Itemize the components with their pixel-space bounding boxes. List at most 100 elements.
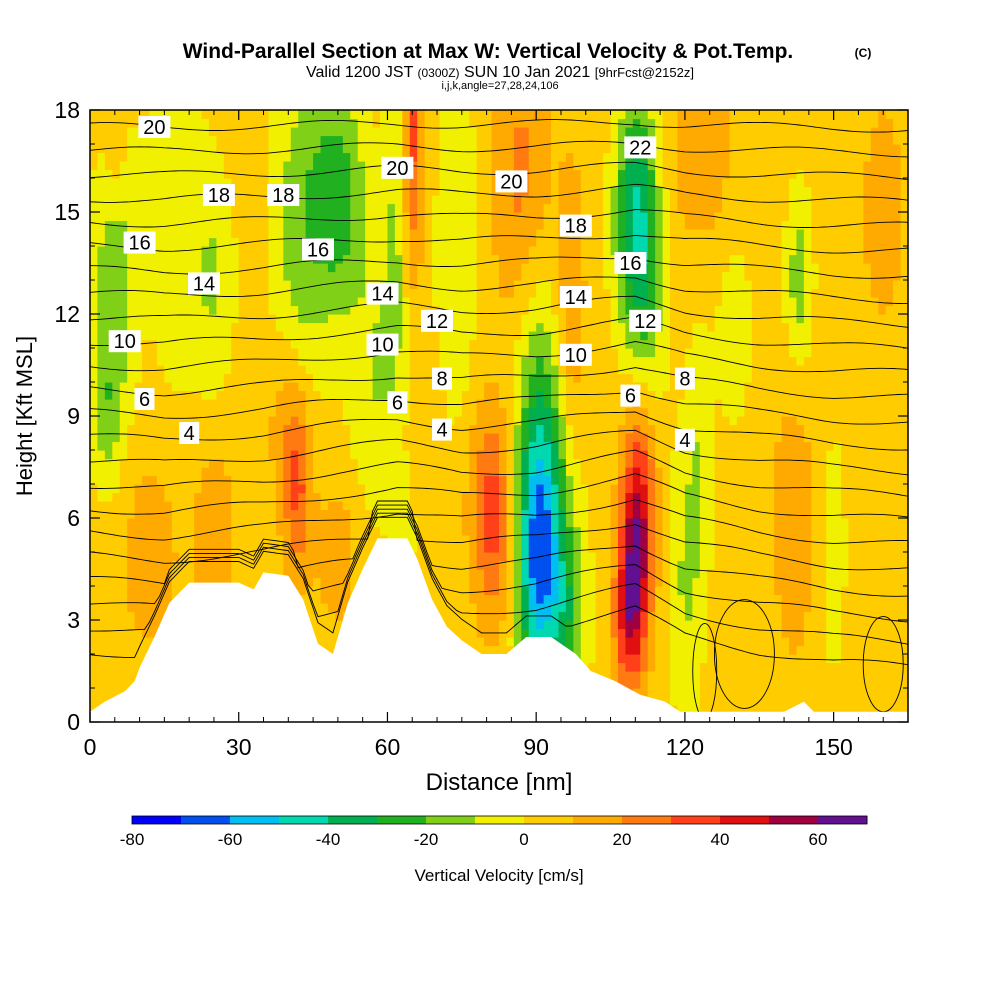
- velocity-cell: [417, 501, 426, 511]
- velocity-cell: [342, 441, 351, 451]
- velocity-cell: [253, 331, 262, 341]
- velocity-cell: [134, 475, 143, 485]
- velocity-cell: [573, 501, 582, 511]
- velocity-cell: [327, 314, 336, 324]
- velocity-cell: [551, 569, 560, 579]
- velocity-cell: [491, 467, 500, 477]
- velocity-cell: [551, 212, 560, 222]
- velocity-cell: [313, 229, 322, 239]
- velocity-cell: [357, 178, 366, 188]
- velocity-cell: [208, 484, 218, 494]
- velocity-cell: [231, 365, 240, 375]
- velocity-cell: [469, 611, 478, 621]
- velocity-cell: [417, 220, 426, 230]
- velocity-cell: [104, 203, 113, 213]
- velocity-cell: [573, 144, 582, 154]
- velocity-cell: [283, 501, 292, 511]
- velocity-cell: [580, 475, 589, 485]
- velocity-cell: [201, 212, 210, 222]
- velocity-cell: [335, 237, 344, 247]
- velocity-cell: [313, 475, 322, 485]
- velocity-cell: [595, 552, 604, 562]
- velocity-cell: [342, 195, 351, 205]
- velocity-cell: [580, 628, 589, 638]
- velocity-cell: [580, 603, 589, 613]
- velocity-cell: [380, 526, 389, 536]
- velocity-cell: [595, 569, 604, 579]
- velocity-cell: [528, 365, 537, 375]
- velocity-cell: [476, 305, 485, 315]
- velocity-cell: [208, 365, 218, 375]
- velocity-cell: [506, 373, 515, 383]
- velocity-cell: [97, 637, 106, 647]
- velocity-cell: [97, 229, 106, 239]
- velocity-cell: [275, 220, 284, 230]
- velocity-cell: [231, 186, 240, 196]
- velocity-cell: [380, 178, 389, 188]
- velocity-cell: [216, 280, 225, 290]
- velocity-cell: [454, 246, 463, 256]
- velocity-cell: [171, 441, 180, 451]
- velocity-cell: [142, 322, 151, 332]
- velocity-cell: [357, 246, 366, 256]
- velocity-cell: [134, 535, 143, 545]
- velocity-cell: [112, 399, 121, 409]
- velocity-cell: [90, 518, 99, 528]
- velocity-cell: [327, 569, 336, 579]
- velocity-cell: [194, 152, 203, 162]
- velocity-cell: [313, 407, 322, 417]
- velocity-cell: [275, 297, 284, 307]
- velocity-cell: [558, 271, 567, 281]
- velocity-cell: [327, 450, 336, 460]
- velocity-cell: [387, 203, 396, 213]
- velocity-cell: [558, 458, 567, 468]
- velocity-cell: [171, 169, 180, 179]
- velocity-cell: [112, 679, 121, 689]
- velocity-cell: [506, 314, 515, 324]
- velocity-cell: [595, 263, 604, 273]
- velocity-cell: [469, 552, 478, 562]
- velocity-cell: [350, 297, 359, 307]
- velocity-cell: [461, 620, 470, 630]
- velocity-cell: [119, 144, 128, 154]
- velocity-cell: [253, 467, 262, 477]
- velocity-cell: [201, 416, 210, 426]
- velocity-cell: [342, 424, 351, 434]
- velocity-cell: [461, 152, 470, 162]
- velocity-cell: [149, 611, 158, 621]
- velocity-cell: [298, 356, 307, 366]
- velocity-cell: [551, 263, 560, 273]
- velocity-cell: [461, 458, 470, 468]
- velocity-cell: [327, 492, 336, 502]
- velocity-cell: [275, 212, 284, 222]
- velocity-cell: [149, 594, 158, 604]
- velocity-cell: [290, 144, 299, 154]
- velocity-cell: [335, 110, 344, 120]
- velocity-cell: [595, 314, 604, 324]
- velocity-cell: [528, 475, 537, 485]
- velocity-cell: [536, 543, 545, 553]
- velocity-cell: [469, 518, 478, 528]
- velocity-cell: [298, 331, 307, 341]
- velocity-cell: [194, 322, 203, 332]
- velocity-cell: [394, 450, 403, 460]
- velocity-cell: [588, 594, 597, 604]
- velocity-cell: [476, 628, 485, 638]
- velocity-cell: [171, 348, 180, 358]
- velocity-cell: [417, 475, 426, 485]
- velocity-cell: [231, 382, 240, 392]
- velocity-cell: [320, 373, 329, 383]
- velocity-cell: [305, 416, 314, 426]
- velocity-cell: [313, 365, 322, 375]
- velocity-cell: [588, 178, 597, 188]
- velocity-cell: [595, 118, 604, 128]
- velocity-cell: [342, 169, 351, 179]
- velocity-cell: [558, 144, 567, 154]
- velocity-cell: [484, 152, 493, 162]
- velocity-cell: [97, 679, 106, 689]
- velocity-cell: [223, 314, 232, 324]
- velocity-cell: [112, 348, 121, 358]
- velocity-cell: [469, 339, 478, 349]
- velocity-cell: [491, 645, 500, 655]
- velocity-cell: [186, 144, 195, 154]
